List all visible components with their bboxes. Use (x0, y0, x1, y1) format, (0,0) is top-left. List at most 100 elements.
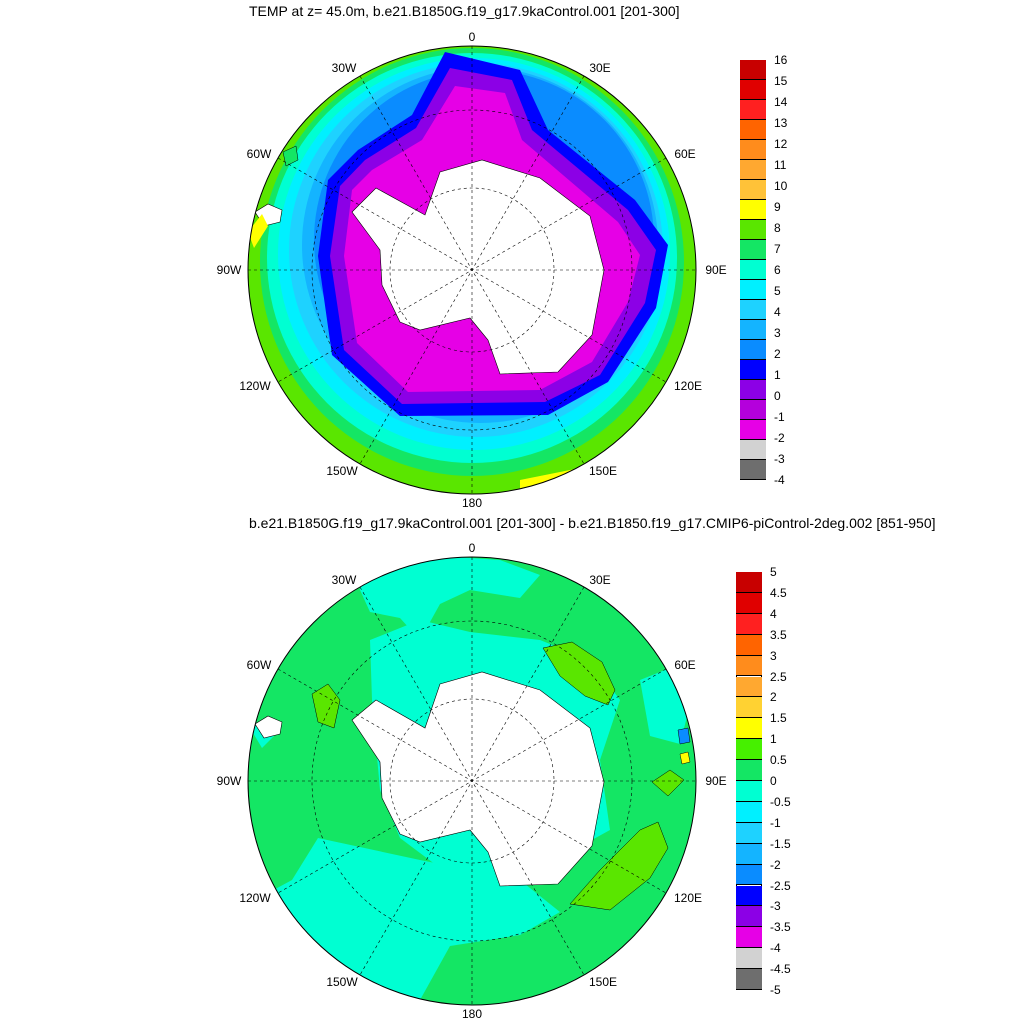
colorbar-box (736, 927, 762, 949)
colorbar-bottom: 5 4.5 4 3.5 3 2.5 2 1.5 1 0.5 0 -0.5 -1 -1.5 -2 -2.5 -3 -… (736, 565, 816, 997)
colorbar-tick-label: 4 (770, 606, 777, 621)
colorbar-tick-label: 7 (774, 242, 781, 256)
colorbar-tick-label: 1.5 (770, 711, 787, 726)
lon-label-30w: 30W (331, 573, 357, 587)
lon-label-150w: 150W (326, 975, 358, 989)
lon-label-60w: 60W (246, 147, 272, 161)
colorbar-tick-label: 4 (774, 305, 781, 319)
colorbar-tick-label: -1 (770, 815, 781, 830)
colorbar-tick-label: 3 (770, 648, 777, 663)
lon-label-120w: 120W (239, 891, 271, 905)
colorbar-box (740, 220, 766, 240)
colorbar-tick-label: 15 (774, 74, 788, 88)
colorbar-tick-label: 2.5 (770, 669, 787, 684)
colorbar-tick-label: 1 (774, 368, 781, 382)
colorbar-tick-label: -3.5 (770, 920, 791, 935)
colorbar-box (740, 280, 766, 300)
lon-label-0: 0 (468, 541, 476, 555)
colorbar-tick-label: 12 (774, 137, 788, 151)
colorbar-box (736, 718, 762, 740)
lon-label-30e: 30E (589, 573, 611, 587)
colorbar-tick-label: 16 (774, 53, 788, 67)
colorbar-box (736, 906, 762, 928)
colorbar-box (740, 160, 766, 180)
colorbar-tick-label: -2 (770, 857, 781, 872)
colorbar-tick-label: 13 (774, 116, 788, 130)
colorbar-tick-label: -5 (770, 983, 781, 997)
lon-label-60w: 60W (246, 658, 272, 672)
colorbar-box (740, 300, 766, 320)
colorbar-box (736, 969, 762, 990)
lon-label-150e: 150E (588, 975, 618, 989)
colorbar-box (736, 822, 762, 844)
colorbar-tick-label: 14 (774, 95, 788, 109)
colorbar-tick-label: 1 (770, 732, 777, 747)
colorbar-tick-label: 0.5 (770, 753, 787, 768)
colorbar-tick-label: 5 (774, 284, 781, 298)
lon-label-150e: 150E (588, 464, 618, 478)
colorbar-tick-label: -2.5 (770, 878, 791, 893)
colorbar-box (740, 400, 766, 420)
lon-label-150w: 150W (326, 464, 358, 478)
graticule (248, 46, 696, 494)
colorbar-tick-label: -2 (774, 431, 785, 445)
colorbar-tick-label: 11 (774, 158, 787, 172)
lon-label-120w: 120W (239, 379, 271, 393)
colorbar-tick-label: -3 (774, 452, 785, 466)
lon-label-0: 0 (468, 30, 476, 44)
colorbar-box (736, 948, 762, 970)
colorbar-box (740, 120, 766, 140)
colorbar-tick-label: 3 (774, 326, 781, 340)
colorbar-box (740, 320, 766, 340)
colorbar-tick-label: 0 (774, 389, 781, 403)
colorbar-box (736, 572, 762, 593)
panel-title: TEMP at z= 45.0m, b.e21.B1850G.f19_g17.9… (249, 3, 680, 19)
graticule (248, 557, 696, 1005)
colorbar-tick-label: 3.5 (770, 627, 787, 642)
colorbar-box (736, 676, 762, 698)
colorbar-tick-label: -3 (770, 899, 781, 914)
colorbar-box (736, 801, 762, 823)
colorbar-box (740, 380, 766, 400)
colorbar-tick-label: 4.5 (770, 585, 787, 600)
lon-label-60e: 60E (674, 147, 696, 161)
colorbar-top: 16 15 14 13 12 11 10 9 8 7 6 5 4 3 2 1 0 -1 -2 -3 -4 (740, 53, 820, 487)
colorbar-tick-label: -4.5 (770, 962, 791, 977)
colorbar-box (740, 260, 766, 280)
lon-label-120e: 120E (673, 891, 703, 905)
colorbar-box (740, 100, 766, 120)
colorbar-box (740, 80, 766, 100)
colorbar-box (740, 60, 766, 80)
lon-label-120e: 120E (673, 379, 703, 393)
colorbar-box (740, 440, 766, 460)
lon-label-60e: 60E (674, 658, 696, 672)
colorbar-box (740, 180, 766, 200)
colorbar-tick-label: 2 (770, 690, 777, 705)
colorbar-tick-label: -4 (770, 941, 781, 956)
colorbar-box (736, 592, 762, 614)
colorbar-box (740, 360, 766, 380)
colorbar-box (740, 140, 766, 160)
colorbar-tick-label: 10 (774, 179, 788, 193)
lon-label-180: 180 (461, 1007, 483, 1021)
colorbar-tick-label: -1.5 (770, 836, 791, 851)
colorbar-box (736, 843, 762, 865)
colorbar-tick-label: -4 (774, 473, 785, 487)
lon-label-30e: 30E (589, 61, 611, 75)
lon-label-30w: 30W (331, 61, 357, 75)
colorbar-box (736, 613, 762, 635)
colorbar-box (736, 864, 762, 886)
colorbar-tick-label: 6 (774, 263, 781, 277)
colorbar-box (740, 460, 766, 480)
lon-label-90w: 90W (216, 774, 242, 788)
colorbar-box (740, 200, 766, 220)
lon-label-180: 180 (461, 496, 483, 510)
temperature-field (248, 46, 696, 494)
colorbar-box (736, 781, 762, 802)
colorbar-box (736, 885, 762, 907)
colorbar-box (736, 760, 762, 781)
colorbar-box (740, 340, 766, 360)
colorbar-tick-label: 9 (774, 200, 781, 214)
